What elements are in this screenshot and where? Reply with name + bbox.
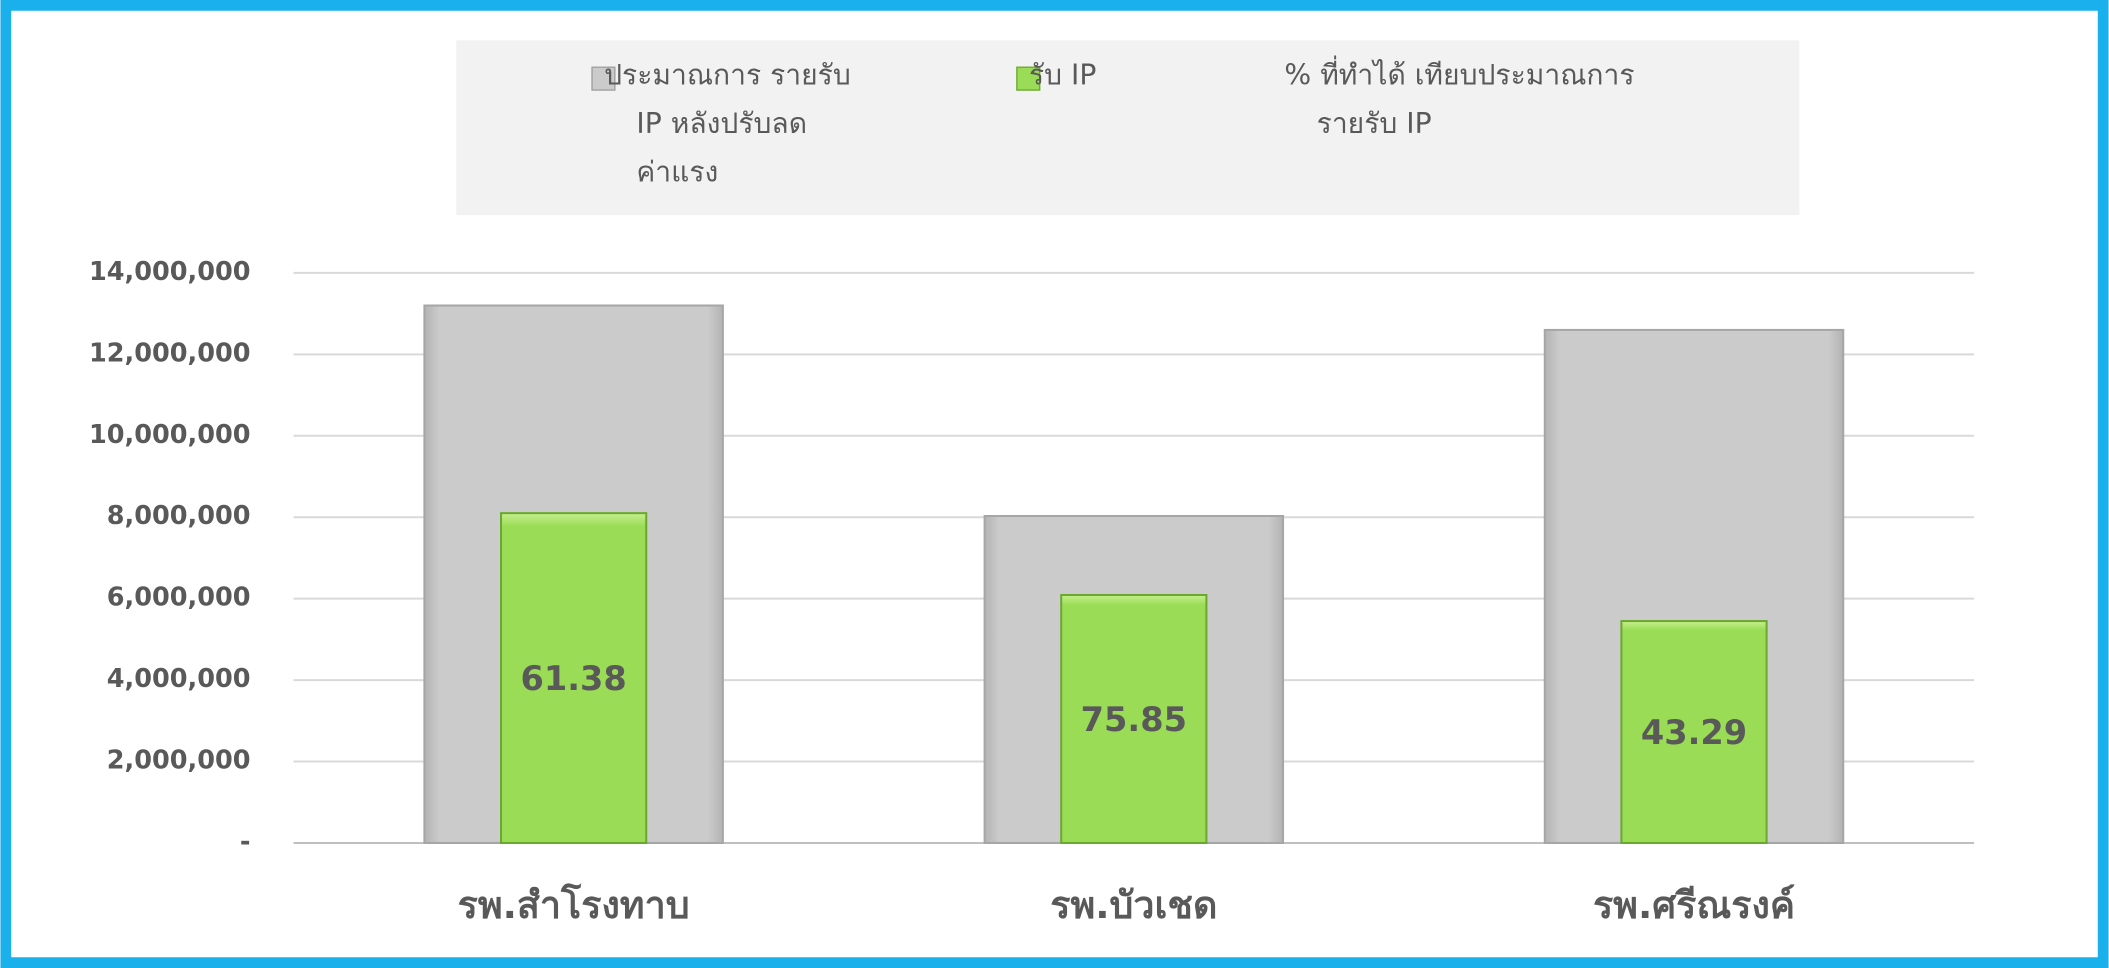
legend-marker (1016, 66, 1041, 91)
legend-label: % ที่ทำได้ เทียบประมาณการรายรับ IP (1284, 59, 1635, 140)
y-tick-label: 4,000,000 (107, 664, 251, 694)
legend-label: รับ IP (1028, 59, 1097, 92)
x-tick-label: รพ.ศรีณรงค์ (1593, 883, 1795, 927)
y-tick-label: - (240, 827, 251, 857)
x-tick-label: รพ.สำโรงทาบ (458, 883, 690, 927)
data-label: 75.85 (1081, 700, 1187, 739)
legend-marker (591, 66, 616, 91)
y-tick-label: 2,000,000 (107, 746, 251, 776)
bar (500, 512, 648, 844)
legend-item: รับ IP (1028, 59, 1097, 92)
data-label: 61.38 (520, 659, 626, 698)
bar (1620, 620, 1768, 844)
legend-box (456, 40, 1800, 216)
y-tick-label: 14,000,000 (89, 257, 251, 287)
y-tick-label: 6,000,000 (107, 583, 251, 613)
legend-label: ประมาณการ รายรับ IP หลังปรับลดค่าแรง (604, 59, 851, 189)
data-label: 43.29 (1641, 713, 1747, 752)
legend-item: % ที่ทำได้ เทียบประมาณการรายรับ IP (1284, 59, 1635, 140)
y-tick-label: 12,000,000 (89, 338, 251, 368)
legend-item: ประมาณการ รายรับ IP หลังปรับลดค่าแรง (604, 59, 851, 189)
y-tick-label: 8,000,000 (107, 501, 251, 531)
y-tick-label: 10,000,000 (89, 420, 251, 450)
bar (1060, 593, 1208, 844)
x-tick-label: รพ.บัวเชด (1050, 883, 1217, 927)
